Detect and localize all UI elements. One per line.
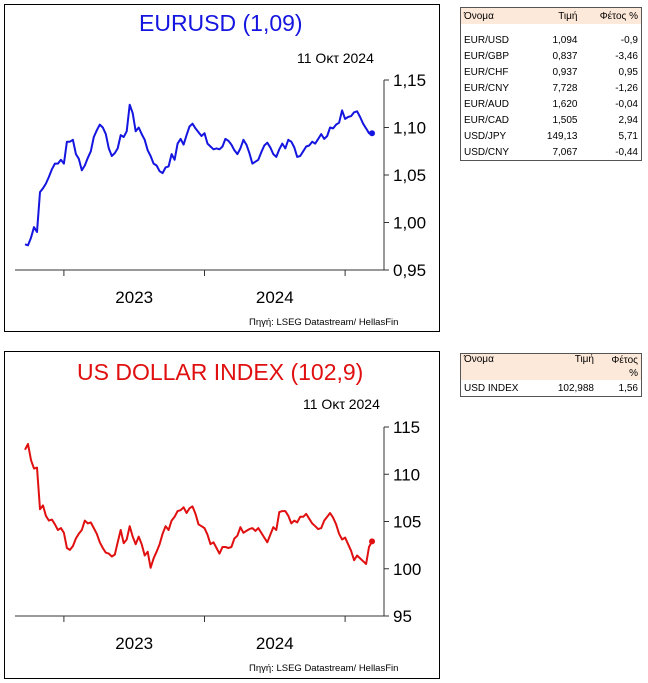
chart-date: 11 Οκτ 2024 (297, 50, 374, 66)
table-header-row: Όνομα Τιμή Φέτος % (460, 353, 642, 380)
y-tick-label: 1,15 (393, 71, 426, 90)
price-cell: 0,837 (552, 50, 578, 62)
ytd-cell: 0,95 (618, 66, 638, 78)
usd-index-line-chart: 95 100 105 110 115 2023 2024 (15, 418, 421, 653)
price-cell: 7,728 (552, 82, 578, 94)
price-cell: 7,067 (552, 146, 578, 158)
ytd-cell: -0,04 (615, 98, 638, 110)
table-header-row: Όνομα Τιμή Φέτος % (460, 7, 642, 24)
x-tick-label: 2024 (256, 634, 294, 653)
series-line (24, 103, 372, 247)
table-row: USD/JPY 149,13 5,71 (461, 128, 642, 144)
y-tick-label: 105 (393, 513, 421, 532)
last-value-marker (369, 130, 376, 137)
table-row: USD/CNY 7,067 -0,44 (461, 144, 642, 161)
chart-source: Πηγή: LSEG Datastream/ HellasFin (249, 663, 399, 674)
eurusd-line-chart: 0,95 1,00 1,05 1,10 1,15 2023 2024 (15, 71, 426, 307)
ytd-cell: -3,46 (615, 50, 638, 62)
ytd-cell: -0,44 (615, 146, 638, 158)
name-cell: EUR/USD (464, 34, 510, 46)
table-row: USD INDEX 102,988 1,56 (461, 380, 642, 397)
ytd-cell: 2,94 (618, 114, 638, 126)
column-header-ytd: Φέτος % (597, 353, 642, 380)
y-tick-label: 1,10 (393, 119, 426, 138)
y-tick-label: 95 (393, 607, 412, 626)
y-tick-label: 0,95 (393, 261, 426, 280)
name-cell: USD/JPY (464, 130, 507, 142)
y-tick-label: 1,05 (393, 166, 426, 185)
column-header-price: Τιμή (530, 7, 581, 24)
x-tick-label: 2024 (256, 288, 294, 307)
price-cell: 102,988 (557, 382, 594, 394)
chart-title: EURUSD (1,09) (139, 10, 303, 36)
y-tick-label: 110 (393, 465, 420, 484)
y-tick-label: 1,00 (393, 214, 426, 233)
price-cell: 149,13 (546, 130, 578, 142)
table-row: EUR/AUD 1,620 -0,04 (461, 96, 642, 112)
table-row: EUR/GBP 0,837 -3,46 (461, 48, 642, 64)
chart-title: US DOLLAR INDEX (102,9) (77, 359, 364, 385)
ytd-cell: 5,71 (618, 130, 638, 142)
x-tick-label: 2023 (115, 634, 153, 653)
fx-rates-table: Όνομα Τιμή Φέτος % EUR/USD 1,094 -0,9 EUR/G… (460, 7, 642, 161)
price-cell: 0,937 (552, 66, 578, 78)
table-row: EUR/CHF 0,937 0,95 (461, 64, 642, 80)
name-cell: EUR/CNY (464, 82, 510, 94)
name-cell: USD INDEX (464, 382, 519, 394)
usd-index-table: Όνομα Τιμή Φέτος % USD INDEX 102,988 1,56 (460, 353, 642, 397)
name-cell: USD/CNY (464, 146, 510, 158)
chart-date: 11 Οκτ 2024 (303, 396, 380, 412)
price-cell: 1,505 (552, 114, 578, 126)
name-cell: EUR/AUD (464, 98, 510, 110)
name-cell: EUR/GBP (464, 50, 510, 62)
price-cell: 1,094 (552, 34, 578, 46)
column-header-ytd: Φέτος % (580, 7, 642, 24)
y-tick-label: 100 (393, 560, 421, 579)
name-cell: EUR/CAD (464, 114, 510, 126)
price-cell: 1,620 (552, 98, 578, 110)
table-row: EUR/CAD 1,505 2,94 (461, 112, 642, 128)
ytd-cell: -1,26 (615, 82, 638, 94)
table-row: EUR/CNY 7,728 -1,26 (461, 80, 642, 96)
ytd-cell: 1,56 (618, 382, 638, 394)
y-tick-label: 115 (393, 418, 420, 437)
last-value-marker (369, 538, 376, 545)
chart-source: Πηγή: LSEG Datastream/ HellasFin (249, 317, 399, 328)
table-row: EUR/USD 1,094 -0,9 (461, 32, 642, 48)
column-header-price: Τιμή (541, 353, 597, 380)
x-tick-label: 2023 (115, 288, 153, 307)
usd-index-chart-panel: US DOLLAR INDEX (102,9) 11 Οκτ 2024 95 10… (4, 351, 440, 679)
column-header-name: Όνομα (460, 7, 531, 24)
eurusd-chart-panel: EURUSD (1,09) 11 Οκτ 2024 0,95 1,00 1,05 1,… (4, 4, 440, 332)
series-line (24, 443, 373, 569)
column-header-name: Όνομα (460, 353, 542, 380)
ytd-cell: -0,9 (620, 34, 638, 46)
name-cell: EUR/CHF (464, 66, 509, 78)
